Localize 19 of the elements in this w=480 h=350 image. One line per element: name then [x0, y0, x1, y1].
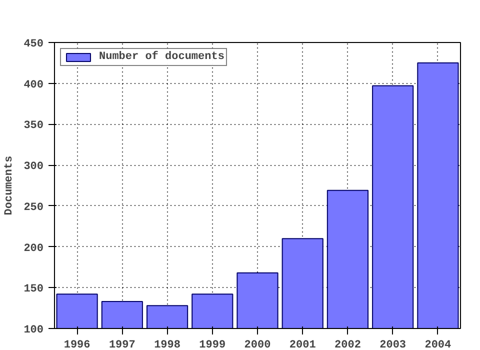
x-tick-label: 2001 — [289, 340, 316, 350]
x-tick-label: 1997 — [108, 340, 136, 350]
y-tick-label: 450 — [24, 38, 44, 50]
y-tick-label: 200 — [24, 242, 44, 255]
y-axis-title: Documents — [4, 156, 16, 216]
y-tick-label: 400 — [24, 79, 44, 92]
x-tick-label: 2002 — [334, 340, 361, 350]
x-tick-label: 2000 — [244, 340, 271, 350]
x-tick-label: 2003 — [380, 340, 406, 350]
y-tick-label: 350 — [24, 120, 44, 132]
y-tick-label: 150 — [24, 284, 44, 296]
x-tick-label: 1999 — [199, 340, 226, 350]
y-tick-label: 100 — [24, 324, 44, 336]
legend-label: Number of documents — [99, 51, 224, 63]
x-tick-label: 1998 — [154, 340, 181, 350]
x-tick-label: 2004 — [424, 340, 452, 350]
y-tick-label: 300 — [24, 161, 44, 174]
y-tick-label: 250 — [24, 202, 44, 214]
x-tick-label: 1996 — [64, 340, 90, 350]
